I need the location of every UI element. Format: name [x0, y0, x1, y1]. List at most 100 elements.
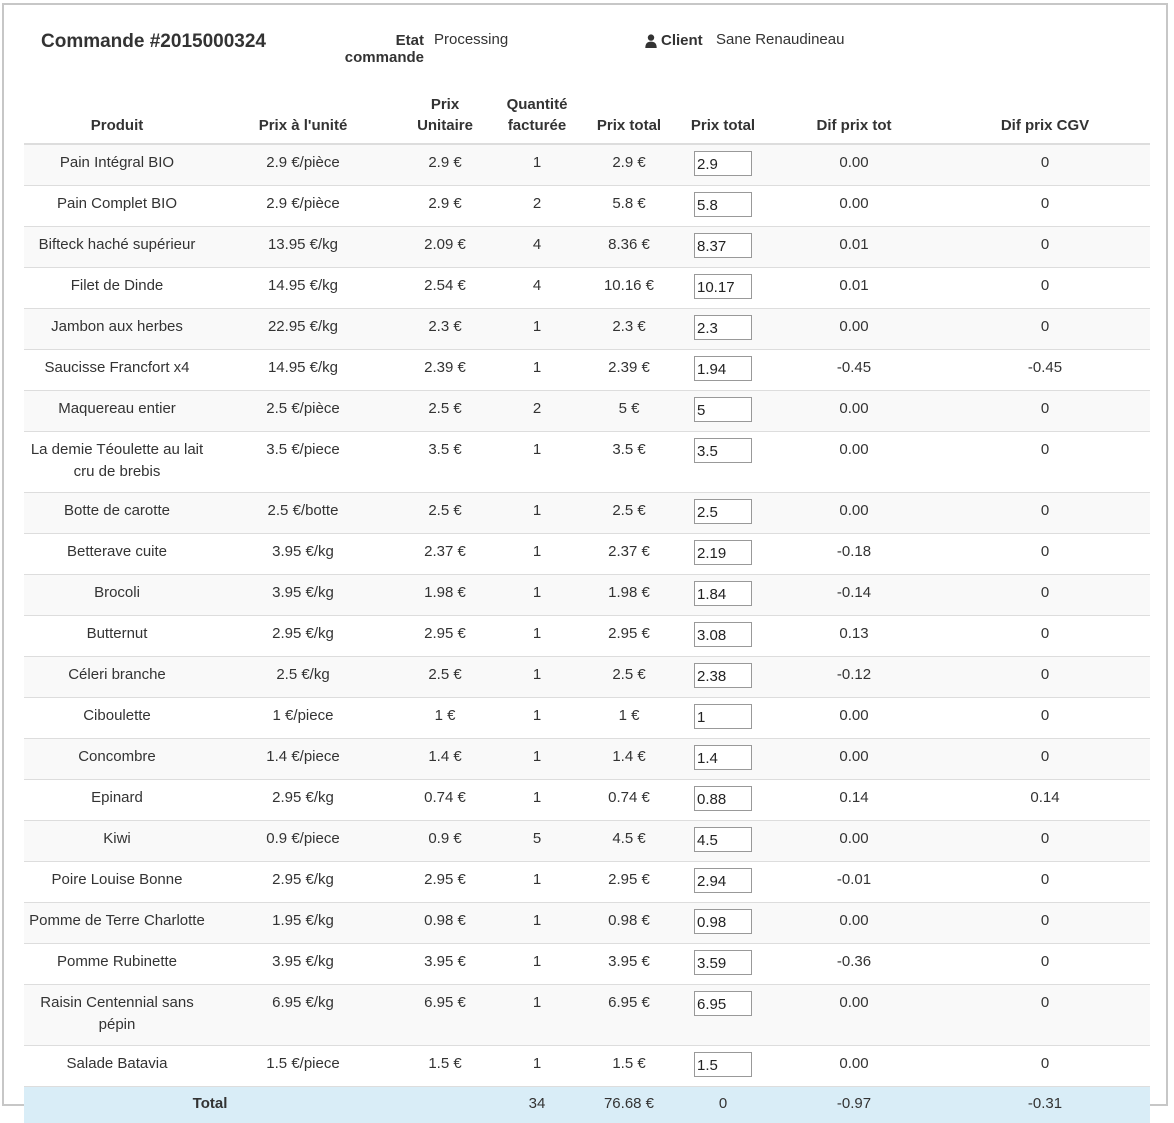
- billed-quantity: 1: [494, 739, 580, 780]
- total-price-input[interactable]: [694, 991, 752, 1016]
- billed-quantity: 1: [494, 780, 580, 821]
- billed-quantity: 1: [494, 432, 580, 493]
- total-price-input[interactable]: [694, 499, 752, 524]
- total-price-input[interactable]: [694, 622, 752, 647]
- total-price-input[interactable]: [694, 1052, 752, 1077]
- dif-prix-cgv: 0: [940, 493, 1150, 534]
- unit-price-label: 13.95 €/kg: [210, 227, 396, 268]
- total-price-input[interactable]: [694, 233, 752, 258]
- dif-prix-tot: 0.00: [768, 903, 940, 944]
- unit-price-label: 14.95 €/kg: [210, 350, 396, 391]
- dif-prix-cgv: 0: [940, 432, 1150, 493]
- unit-price-label: 6.95 €/kg: [210, 985, 396, 1046]
- total-price-input[interactable]: [694, 868, 752, 893]
- total-price-input[interactable]: [694, 192, 752, 217]
- dif-prix-tot: 0.00: [768, 493, 940, 534]
- billed-quantity: 2: [494, 391, 580, 432]
- unit-price: 1.98 €: [396, 575, 494, 616]
- dif-prix-cgv: 0.14: [940, 780, 1150, 821]
- total-price-input[interactable]: [694, 704, 752, 729]
- total-price: 10.16 €: [580, 268, 678, 309]
- product-name: Pain Complet BIO: [24, 186, 210, 227]
- total-price-input[interactable]: [694, 356, 752, 381]
- status-label-line2: commande: [304, 49, 424, 66]
- total-price-input-cell: [678, 985, 768, 1046]
- billed-quantity: 1: [494, 1046, 580, 1087]
- total-price-input[interactable]: [694, 438, 752, 463]
- total-price-input[interactable]: [694, 663, 752, 688]
- total-price-input[interactable]: [694, 827, 752, 852]
- unit-price: 2.39 €: [396, 350, 494, 391]
- total-price: 1.98 €: [580, 575, 678, 616]
- total-price-input-cell: [678, 780, 768, 821]
- total-price-input-cell: [678, 575, 768, 616]
- total-price: 3.95 €: [580, 944, 678, 985]
- dif-prix-cgv: 0: [940, 985, 1150, 1046]
- total-price-input-cell: [678, 350, 768, 391]
- total-price-input[interactable]: [694, 151, 752, 176]
- billed-quantity: 5: [494, 821, 580, 862]
- product-name: La demie Téoulette au lait cru de brebis: [24, 432, 210, 493]
- dif-prix-cgv: 0: [940, 944, 1150, 985]
- status-label: Etat commande: [304, 32, 424, 66]
- client-label: Client: [645, 32, 703, 49]
- dif-prix-cgv: 0: [940, 391, 1150, 432]
- dif-prix-cgv: 0: [940, 1046, 1150, 1087]
- total-price-input[interactable]: [694, 397, 752, 422]
- dif-prix-cgv: 0: [940, 903, 1150, 944]
- total-price-input[interactable]: [694, 786, 752, 811]
- dif-prix-tot: 0.14: [768, 780, 940, 821]
- billed-quantity: 4: [494, 268, 580, 309]
- total-price: 5 €: [580, 391, 678, 432]
- unit-price-label: 2.9 €/pièce: [210, 186, 396, 227]
- table-row: La demie Téoulette au lait cru de brebis…: [24, 432, 1150, 493]
- col-header-dif-prix-cgv: Dif prix CGV: [940, 94, 1150, 144]
- product-name: Filet de Dinde: [24, 268, 210, 309]
- total-price-input[interactable]: [694, 909, 752, 934]
- col-header-dif-prix-tot: Dif prix tot: [768, 94, 940, 144]
- unit-price-label: 2.5 €/kg: [210, 657, 396, 698]
- dif-prix-cgv: 0: [940, 534, 1150, 575]
- total-price-input[interactable]: [694, 950, 752, 975]
- unit-price-label: 22.95 €/kg: [210, 309, 396, 350]
- dif-prix-tot: -0.36: [768, 944, 940, 985]
- unit-price: 2.54 €: [396, 268, 494, 309]
- dif-prix-tot: 0.00: [768, 821, 940, 862]
- total-price-input[interactable]: [694, 745, 752, 770]
- unit-price: 2.5 €: [396, 657, 494, 698]
- unit-price-label: 3.5 €/piece: [210, 432, 396, 493]
- billed-quantity: 1: [494, 985, 580, 1046]
- unit-price-label: 1.95 €/kg: [210, 903, 396, 944]
- total-price-input[interactable]: [694, 315, 752, 340]
- dif-prix-tot: -0.12: [768, 657, 940, 698]
- total-price-input[interactable]: [694, 274, 752, 299]
- total-price-input-cell: [678, 698, 768, 739]
- total-label: Total: [24, 1087, 396, 1123]
- unit-price: 2.5 €: [396, 391, 494, 432]
- unit-price: 0.9 €: [396, 821, 494, 862]
- unit-price: 6.95 €: [396, 985, 494, 1046]
- total-price: 5.8 €: [580, 186, 678, 227]
- total-price-input[interactable]: [694, 540, 752, 565]
- total-price-input[interactable]: [694, 581, 752, 606]
- dif-prix-tot: 0.00: [768, 144, 940, 186]
- unit-price: 3.5 €: [396, 432, 494, 493]
- dif-prix-cgv: 0: [940, 186, 1150, 227]
- dif-prix-tot: -0.18: [768, 534, 940, 575]
- status-value: Processing: [434, 31, 508, 48]
- order-title: Commande #2015000324: [41, 31, 266, 53]
- total-price-input-cell: [678, 391, 768, 432]
